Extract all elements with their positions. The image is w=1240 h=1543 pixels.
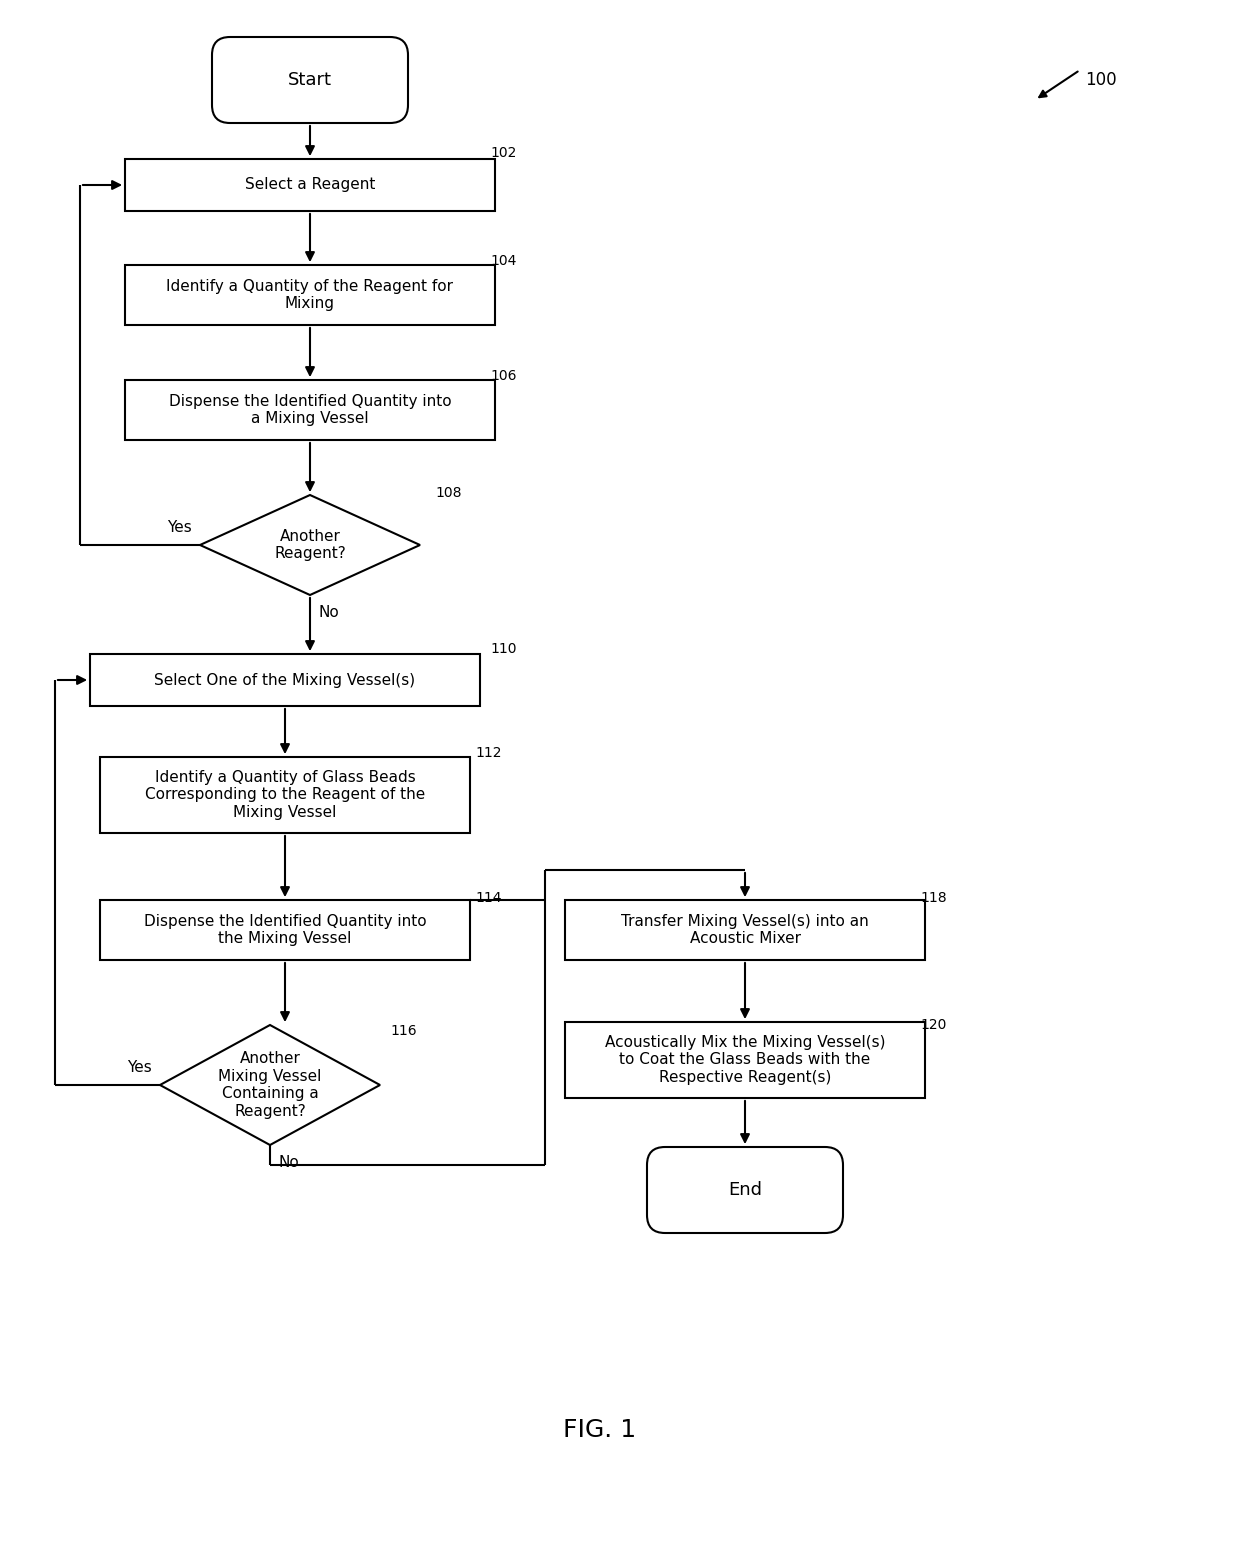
Text: Another
Reagent?: Another Reagent?: [274, 529, 346, 562]
Text: 106: 106: [490, 369, 517, 383]
Text: Acoustically Mix the Mixing Vessel(s)
to Coat the Glass Beads with the
Respectiv: Acoustically Mix the Mixing Vessel(s) to…: [605, 1035, 885, 1085]
Text: 110: 110: [490, 642, 517, 656]
Bar: [565, 900, 925, 960]
Text: Select One of the Mixing Vessel(s): Select One of the Mixing Vessel(s): [155, 673, 415, 688]
Bar: [565, 1021, 925, 1099]
Text: Select a Reagent: Select a Reagent: [244, 177, 376, 193]
Bar: [100, 758, 470, 833]
Text: Identify a Quantity of Glass Beads
Corresponding to the Reagent of the
Mixing Ve: Identify a Quantity of Glass Beads Corre…: [145, 770, 425, 819]
Text: Dispense the Identified Quantity into
the Mixing Vessel: Dispense the Identified Quantity into th…: [144, 913, 427, 946]
Bar: [91, 654, 480, 707]
Text: Transfer Mixing Vessel(s) into an
Acoustic Mixer: Transfer Mixing Vessel(s) into an Acoust…: [621, 913, 869, 946]
Text: Identify a Quantity of the Reagent for
Mixing: Identify a Quantity of the Reagent for M…: [166, 279, 454, 312]
Text: 120: 120: [920, 1018, 946, 1032]
Bar: [125, 380, 495, 440]
Bar: [125, 159, 495, 211]
Text: 102: 102: [490, 147, 516, 160]
Text: Yes: Yes: [128, 1060, 153, 1075]
Text: 108: 108: [435, 486, 461, 500]
Text: Yes: Yes: [167, 520, 192, 535]
Text: Start: Start: [288, 71, 332, 89]
Text: 114: 114: [475, 890, 501, 906]
Text: FIG. 1: FIG. 1: [563, 1418, 636, 1443]
Text: 104: 104: [490, 255, 516, 268]
Text: Dispense the Identified Quantity into
a Mixing Vessel: Dispense the Identified Quantity into a …: [169, 393, 451, 426]
Text: No: No: [278, 1156, 299, 1170]
Polygon shape: [200, 495, 420, 596]
Bar: [125, 265, 495, 326]
Text: No: No: [317, 605, 339, 620]
FancyBboxPatch shape: [212, 37, 408, 123]
Text: 116: 116: [391, 1025, 417, 1038]
Text: 112: 112: [475, 745, 501, 761]
Text: 118: 118: [920, 890, 946, 906]
FancyBboxPatch shape: [647, 1146, 843, 1233]
Text: End: End: [728, 1180, 763, 1199]
Bar: [100, 900, 470, 960]
Text: 100: 100: [1085, 71, 1117, 89]
Text: Another
Mixing Vessel
Containing a
Reagent?: Another Mixing Vessel Containing a Reage…: [218, 1051, 321, 1119]
Polygon shape: [160, 1025, 379, 1145]
